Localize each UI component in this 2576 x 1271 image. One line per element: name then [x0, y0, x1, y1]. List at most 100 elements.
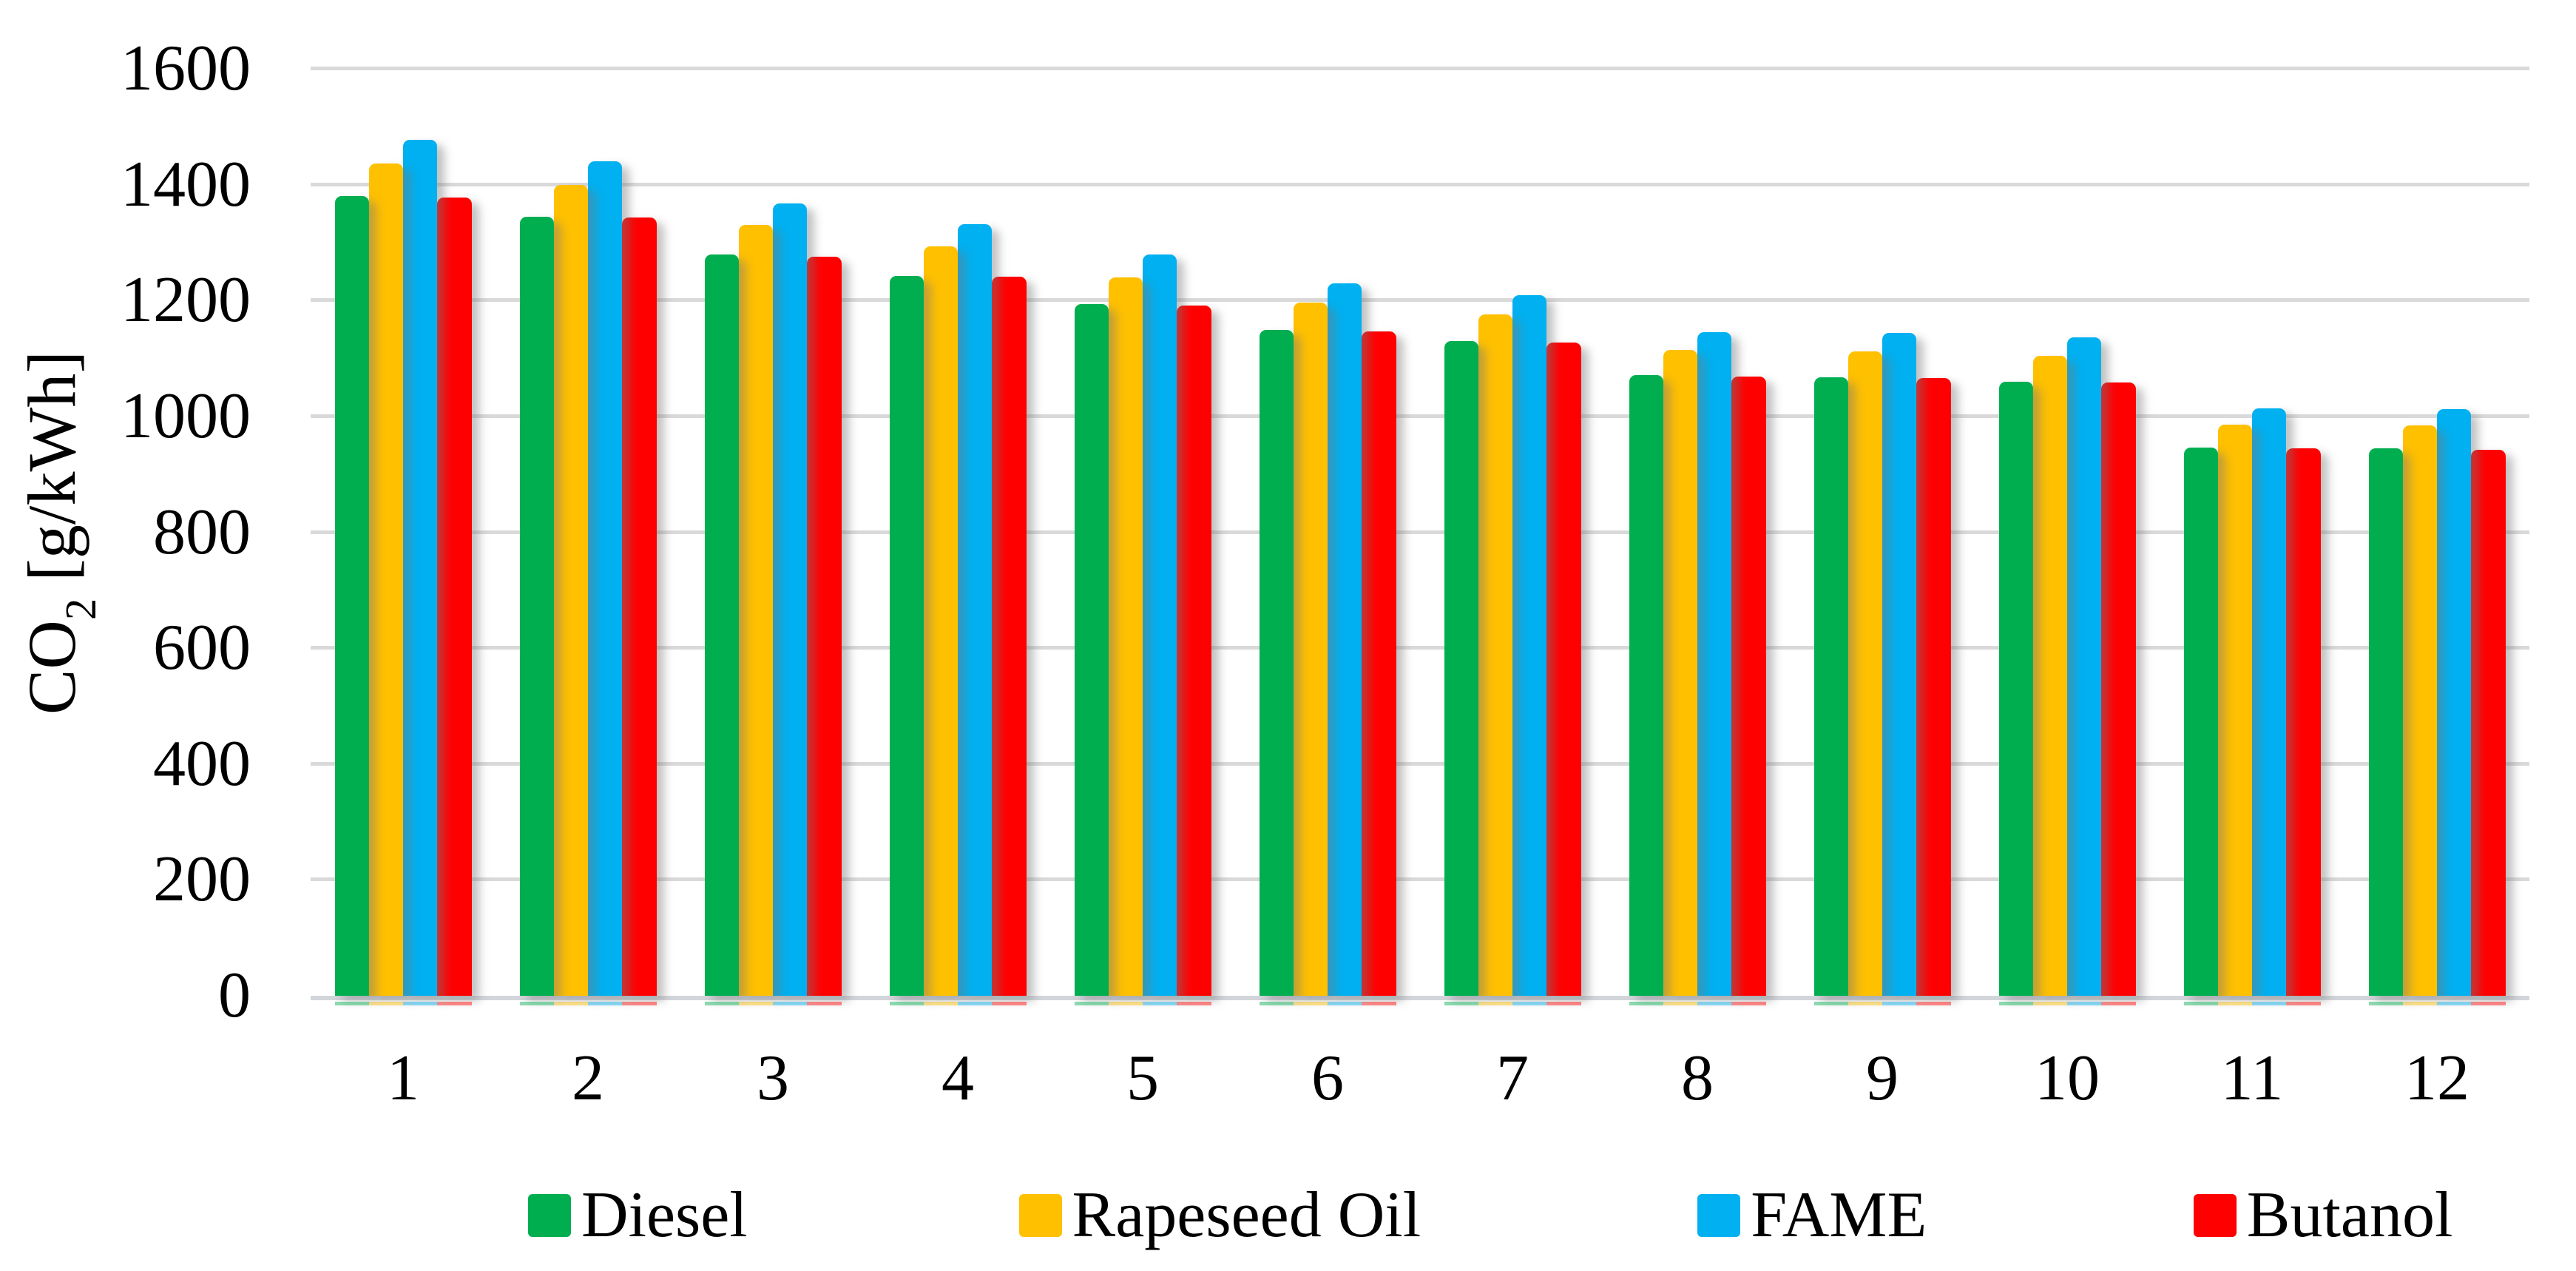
- bar-group-6: [1235, 69, 1420, 1006]
- bar-fame: [403, 140, 438, 1005]
- y-tick-label: 200: [153, 843, 251, 916]
- bar-diesel: [519, 216, 555, 1006]
- y-tick-label: 800: [153, 496, 251, 568]
- legend-item-rapeseed-oil: Rapeseed Oil: [1018, 1169, 1421, 1262]
- bar-fame: [773, 203, 808, 1006]
- plot-area: [311, 67, 2529, 1006]
- gridline-600: [311, 646, 2529, 650]
- bar-group-12: [2345, 69, 2529, 1006]
- bar-fame: [1697, 331, 1732, 1006]
- bar-rapeseed-oil: [2217, 424, 2253, 1006]
- bar-group-3: [680, 69, 865, 1006]
- bar-rapeseed-oil: [368, 163, 404, 1006]
- gridline-1400: [311, 182, 2529, 186]
- bar-group-11: [2160, 69, 2345, 1006]
- legend-item-butanol: Butanol: [2193, 1169, 2453, 1262]
- x-tick-label: 4: [942, 1042, 974, 1114]
- bar-fame: [1882, 333, 1917, 1005]
- bar-diesel: [1998, 381, 2034, 1006]
- gridline-800: [311, 530, 2529, 534]
- bar-fame: [1328, 283, 1362, 1006]
- bar-butanol: [2101, 382, 2136, 1005]
- y-tick-label: 1400: [121, 148, 251, 220]
- bar-fame: [2437, 408, 2472, 1006]
- bar-diesel: [2368, 448, 2404, 1006]
- bar-diesel: [704, 254, 740, 1005]
- bar-butanol: [1362, 331, 1396, 1006]
- x-tick-label: 5: [1126, 1042, 1159, 1114]
- x-tick-label: 1: [387, 1042, 419, 1114]
- bar-fame: [2067, 337, 2102, 1006]
- bar-butanol: [1546, 343, 1581, 1005]
- bar-rapeseed-oil: [553, 184, 589, 1006]
- bar-butanol: [437, 197, 472, 1006]
- bar-rapeseed-oil: [1478, 314, 1513, 1005]
- bar-diesel: [2183, 448, 2219, 1005]
- bar-fame: [1512, 295, 1547, 1005]
- gridline-200: [311, 877, 2529, 882]
- bar-rapeseed-oil: [2402, 425, 2438, 1006]
- bar-group-5: [1050, 69, 1235, 1006]
- x-tick-label: 2: [572, 1042, 604, 1114]
- bar-diesel: [334, 196, 370, 1005]
- legend-item-fame: FAME: [1697, 1169, 1927, 1262]
- x-tick-label: 7: [1496, 1042, 1529, 1114]
- bar-group-1: [311, 69, 496, 1006]
- legend-label: Butanol: [2246, 1179, 2453, 1251]
- bar-butanol: [807, 256, 842, 1006]
- bar-diesel: [1444, 341, 1479, 1005]
- x-tick-label: 11: [2220, 1042, 2284, 1114]
- x-tick-label: 10: [2035, 1042, 2100, 1114]
- y-tick-label: 0: [218, 960, 251, 1031]
- bar-fame: [1143, 254, 1177, 1005]
- bar-group-10: [1975, 69, 2160, 1006]
- gridline-1600: [311, 67, 2529, 70]
- bar-rapeseed-oil: [738, 225, 774, 1005]
- bar-diesel: [1259, 330, 1294, 1005]
- bar-rapeseed-oil: [1663, 349, 1698, 1006]
- bar-butanol: [1916, 378, 1951, 1005]
- bar-fame: [958, 223, 993, 1006]
- bar-diesel: [1629, 375, 1664, 1005]
- bar-group-9: [1790, 69, 1975, 1006]
- bar-group-4: [865, 69, 1050, 1006]
- bar-diesel: [889, 275, 924, 1006]
- bar-rapeseed-oil: [2032, 356, 2068, 1005]
- bar-butanol: [2286, 448, 2321, 1006]
- legend-swatch-rapeseed-oil: [1018, 1194, 1062, 1237]
- legend-swatch-diesel: [528, 1194, 571, 1237]
- bar-rapeseed-oil: [1293, 303, 1328, 1005]
- legend-swatch-fame: [1697, 1194, 1741, 1237]
- bar-rapeseed-oil: [1848, 351, 1883, 1005]
- y-tick-label: 1200: [121, 264, 251, 337]
- legend-item-diesel: Diesel: [528, 1169, 748, 1262]
- bar-group-8: [1605, 69, 1790, 1006]
- bar-group-7: [1420, 69, 1605, 1005]
- y-tick-label: 1600: [121, 33, 251, 104]
- x-tick-label: 8: [1681, 1042, 1714, 1114]
- legend-label: Diesel: [581, 1179, 748, 1251]
- bar-butanol: [1177, 305, 1211, 1006]
- y-tick-label: 1000: [121, 380, 251, 452]
- gridline-1200: [311, 298, 2529, 303]
- bar-butanol: [992, 277, 1027, 1005]
- gridline-1000: [311, 414, 2529, 418]
- x-tick-label: 6: [1311, 1042, 1344, 1114]
- legend-label: Rapeseed Oil: [1072, 1179, 1421, 1251]
- legend-swatch-butanol: [2193, 1194, 2237, 1237]
- legend-label: FAME: [1751, 1179, 1927, 1251]
- bar-rapeseed-oil: [923, 246, 959, 1006]
- legend: Diesel Rapeseed Oil FAME Butanol: [0, 1169, 2576, 1262]
- bar-diesel: [1813, 377, 1849, 1006]
- x-axis-tick-labels: 1 2 3 4 5 6 7 8 9 10 11 12: [311, 1040, 2529, 1117]
- bar-diesel: [1074, 303, 1109, 1006]
- gridline-400: [311, 761, 2529, 766]
- bar-butanol: [2471, 449, 2506, 1006]
- x-axis-line: [311, 996, 2529, 1000]
- x-tick-label: 3: [757, 1042, 789, 1114]
- bar-rapeseed-oil: [1108, 277, 1143, 1006]
- bar-fame: [2252, 408, 2287, 1006]
- bar-butanol: [1731, 376, 1766, 1006]
- y-tick-label: 400: [153, 727, 251, 800]
